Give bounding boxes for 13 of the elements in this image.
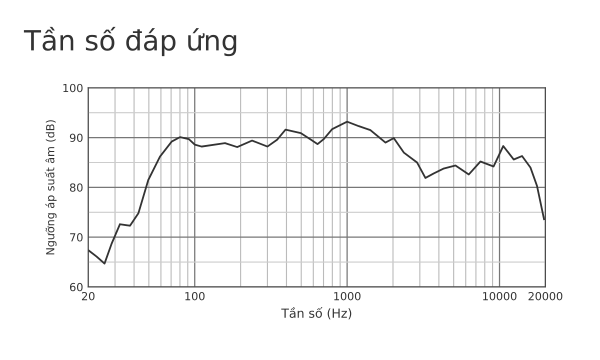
chart-title: Tần số đáp ứng [24, 26, 236, 56]
y-tick-label: 70 [70, 233, 83, 242]
x-tick-label: 20000 [528, 292, 562, 300]
x-tick-label: 100 [185, 292, 205, 300]
y-axis-title: Ngưỡng áp suất âm (dB) [44, 120, 57, 254]
x-axis-title: Tần số (Hz) [281, 307, 352, 320]
y-tick-label: 60 [70, 282, 83, 292]
x-tick-label: 1000 [334, 292, 361, 300]
y-tick-label: 90 [70, 134, 83, 142]
y-tick-label: 100 [63, 84, 83, 92]
x-tick-label: 20 [82, 292, 95, 300]
y-tick-label: 80 [70, 183, 83, 192]
x-tick-label: 10000 [483, 292, 516, 300]
